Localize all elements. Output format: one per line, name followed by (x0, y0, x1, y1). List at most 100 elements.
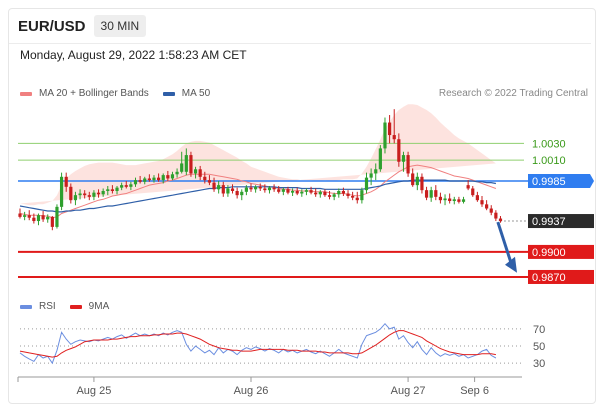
candle-body (221, 185, 225, 194)
candle (230, 184, 235, 194)
ma20-line (19, 164, 497, 219)
research-credit: Research © 2022 Trading Central (438, 88, 588, 99)
legend-label-ma20: MA 20 + Bollinger Bands (39, 88, 149, 99)
candle (249, 183, 253, 192)
candle-body (36, 215, 41, 222)
level-0-9937-label: 0.9937 (532, 216, 566, 228)
candle-body (281, 189, 285, 192)
candle-body (286, 189, 290, 193)
rsi-tick-label-50: 50 (533, 341, 545, 353)
candle (184, 148, 188, 176)
candle (452, 196, 456, 205)
candle-body (369, 173, 373, 178)
candle-body (59, 176, 64, 207)
candle-body (392, 135, 396, 140)
candle (415, 172, 419, 191)
candle-body (129, 184, 133, 187)
candle-body (415, 176, 419, 186)
candle-body (337, 190, 341, 195)
candle (41, 211, 45, 222)
candle (355, 191, 359, 204)
candle-body (314, 192, 318, 195)
candle (475, 191, 479, 202)
candle (314, 188, 318, 197)
candle (480, 195, 484, 207)
candle (351, 191, 355, 201)
candle (96, 189, 101, 198)
candle (392, 109, 396, 144)
candle (235, 187, 239, 199)
candle-body (327, 195, 332, 197)
legend-item-9ma: 9MA (69, 301, 109, 312)
timeframe-badge[interactable]: 30 MIN (93, 15, 147, 37)
legend-item-rsi: RSI (20, 301, 56, 312)
candle (461, 196, 466, 204)
candle (203, 171, 207, 184)
candle (327, 190, 332, 200)
candle-body (235, 190, 239, 196)
candle-body (96, 192, 101, 195)
candle-body (388, 122, 392, 136)
candle-body (92, 192, 96, 197)
candle (83, 190, 87, 199)
legend-label-ma50: MA 50 (181, 88, 211, 99)
candle-body (272, 187, 276, 190)
x-tick-label: Aug 27 (391, 385, 426, 397)
candle (369, 168, 373, 186)
candle-body (351, 195, 355, 198)
candle (143, 176, 147, 185)
candle (129, 181, 133, 191)
candle (152, 175, 156, 183)
bollinger-band (20, 104, 496, 206)
candle (59, 172, 64, 211)
candle (337, 188, 341, 198)
rsi-legend: RSI 9MA (20, 301, 123, 312)
candle (272, 184, 276, 192)
level-0-9870-label: 0.9870 (532, 272, 566, 284)
candles-layer (18, 109, 503, 231)
candle-body (360, 190, 364, 201)
candle (448, 193, 452, 204)
candle (69, 183, 73, 204)
candle (115, 185, 119, 195)
candle (318, 190, 322, 198)
candle-body (434, 190, 438, 197)
main-legend: MA 20 + Bollinger Bands MA 50 (20, 88, 224, 99)
candle-body (23, 215, 27, 217)
candle (489, 205, 493, 216)
candle-body (397, 139, 401, 162)
candle (286, 186, 290, 195)
rsi-layer: 70 50 30 (19, 322, 545, 370)
x-tick-label: Aug 26 (234, 385, 269, 397)
candle (263, 184, 267, 193)
candle-body (124, 185, 128, 187)
chart-header: EUR/USD 30 MIN (18, 14, 147, 38)
forecast-arrow-shaft (496, 221, 513, 264)
rsi-9ma-line (19, 330, 496, 358)
candle-body (480, 200, 484, 205)
candle-body (166, 175, 170, 179)
candle-body (461, 199, 466, 202)
candle-body (207, 180, 212, 183)
candle-body (73, 195, 78, 201)
legend-label-rsi: RSI (39, 301, 56, 312)
candle-body (411, 173, 415, 186)
candle (73, 191, 78, 206)
candle-body (452, 199, 456, 202)
candle-body (226, 188, 230, 194)
candle (207, 175, 212, 186)
candle (55, 204, 59, 229)
candle-body (378, 148, 382, 170)
candle-body (346, 193, 350, 196)
timestamp: Monday, August 29, 2022 1:58:23 AM CET (20, 48, 247, 62)
candle-body (332, 194, 336, 197)
candle (198, 165, 202, 181)
candle (32, 213, 36, 224)
candle (78, 189, 82, 200)
candle-body (55, 206, 59, 227)
candle (429, 186, 433, 202)
candle (267, 185, 272, 194)
candle (378, 145, 382, 172)
candle-body (443, 198, 447, 201)
candle-body (457, 199, 461, 202)
